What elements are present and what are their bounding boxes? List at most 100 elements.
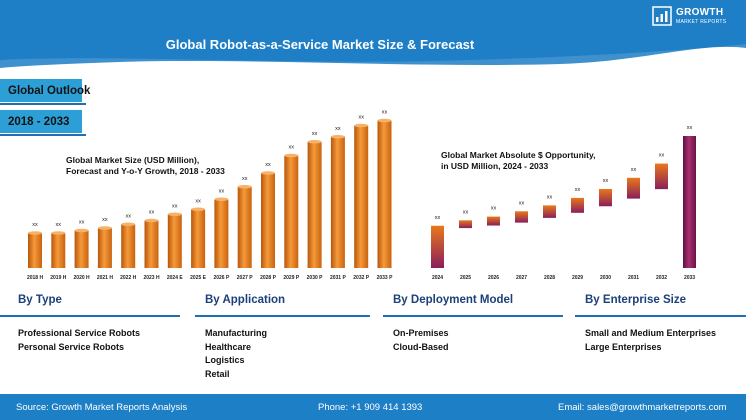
chart-1-title-line: Forecast and Y-o-Y Growth, 2018 - 2033 — [66, 166, 225, 176]
chart-2-bar — [655, 163, 668, 190]
chart-2-tick-label: 2031 — [628, 275, 639, 281]
logo-subtitle: MARKET REPORTS — [676, 19, 727, 25]
segment-by-enterprise-size: By Enterprise Size Small and Medium Ente… — [575, 294, 746, 352]
segment-underline — [0, 315, 180, 317]
chart-2-tick-label: 2025 — [460, 275, 471, 281]
segment-title: By Type — [18, 294, 62, 306]
chart-2-tick-label: 2024 — [432, 275, 443, 281]
chart-2-data-label: xx — [631, 167, 637, 173]
chart-1-data-label: xx — [219, 188, 225, 194]
chart-1-bar — [28, 233, 42, 268]
chart-1-bar-cap — [167, 212, 182, 217]
chart-2-bar — [599, 188, 612, 207]
segment-underline — [383, 315, 563, 317]
segment-title: By Application — [205, 294, 286, 306]
chart-1-bar — [354, 125, 369, 268]
chart-2-title-line: in USD Million, 2024 - 2033 — [441, 161, 549, 171]
chart-2-bar — [431, 225, 444, 268]
segment-item: Retail — [205, 368, 230, 379]
chart-1-bar — [121, 224, 136, 268]
chart-1-bar — [191, 209, 206, 268]
chart-2-bar — [459, 220, 472, 229]
chart-1-tick-label: 2026 P — [213, 275, 230, 281]
chart-1-tick-label: 2019 H — [50, 275, 67, 281]
chart-1-bar-cap — [307, 139, 322, 144]
segment-underline — [195, 315, 370, 317]
chart-1-data-label: xx — [149, 210, 155, 216]
chart-2-tick-label: 2032 — [656, 275, 667, 281]
chart-1-bar — [261, 173, 275, 268]
chart-1-tick-label: 2023 H — [143, 275, 160, 281]
segment-by-deployment-model: By Deployment Model On-Premises Cloud-Ba… — [383, 294, 563, 352]
chart-1-data-label: xx — [312, 131, 318, 137]
chart-1-data-label: xx — [358, 115, 364, 121]
chart-1-tick-label: 2018 H — [27, 275, 44, 281]
chart-1-data-label: xx — [56, 222, 62, 228]
chart-1-bar — [51, 233, 66, 268]
chart-1-bar — [97, 228, 112, 268]
chart-1-bar — [167, 214, 182, 268]
chart-1-data-label: xx — [242, 176, 248, 182]
chart-1-title-line: Global Market Size (USD Million), — [66, 155, 199, 165]
chart-1-bar — [214, 199, 229, 268]
chart-1-tick-label: 2025 E — [190, 275, 207, 281]
chart-2-bar — [627, 177, 640, 199]
chart-1-tick-label: 2033 P — [377, 275, 394, 281]
chart-2-tick-label: 2030 — [600, 275, 611, 281]
chart-1-bar-cap — [28, 231, 42, 235]
chart-2-tick-label: 2033 — [684, 275, 695, 281]
chart-2-data-label: xx — [603, 178, 609, 184]
chart-1-bar-cap — [121, 222, 136, 227]
chart-2-data-label: xx — [463, 209, 469, 215]
chart-1-tick-label: 2024 E — [167, 275, 184, 281]
chart-1-bar — [330, 136, 345, 268]
header-background — [0, 0, 746, 68]
chart-1-bar — [74, 230, 89, 268]
chart-1-tick-label: 2027 P — [237, 275, 254, 281]
chart-2-bar — [515, 211, 528, 223]
period-label: 2018 - 2033 — [8, 116, 70, 128]
chart-2-data-label: xx — [687, 125, 693, 131]
global-outlook-label: Global Outlook — [8, 85, 91, 97]
chart-1-tick-label: 2028 P — [260, 275, 277, 281]
segment-by-type: By Type Professional Service Robots Pers… — [0, 294, 180, 352]
footer: Source: Growth Market Reports Analysis P… — [0, 394, 746, 420]
chart-2-data-label: xx — [435, 215, 441, 221]
logo: GROWTH MARKET REPORTS — [652, 6, 742, 30]
chart-1-data-label: xx — [79, 220, 85, 226]
period-divider — [0, 134, 86, 136]
footer-source: Source: Growth Market Reports Analysis — [16, 402, 188, 413]
segment-by-application: By Application Manufacturing Healthcare … — [195, 294, 370, 379]
chart-1-bar-cap — [214, 197, 229, 202]
chart-1-bar-cap — [377, 118, 392, 123]
segment-item: Manufacturing — [205, 328, 267, 338]
chart-2-data-label: xx — [575, 187, 581, 193]
chart-1-bar-cap — [51, 231, 66, 235]
chart-1-tick-label: 2032 P — [353, 275, 370, 281]
chart-1-data-label: xx — [382, 110, 388, 116]
segment-item: Cloud-Based — [393, 341, 449, 352]
chart-1-tick-label: 2030 P — [307, 275, 324, 281]
chart-2-bar — [543, 205, 556, 218]
segment-item: On-Premises — [393, 328, 449, 338]
chart-1-data-label: xx — [32, 222, 38, 228]
chart-1-data-label: xx — [335, 126, 341, 132]
segment-item: Personal Service Robots — [18, 341, 125, 352]
chart-2-tick-label: 2026 — [488, 275, 499, 281]
segment-item: Professional Service Robots — [18, 328, 141, 338]
outlook-divider — [0, 103, 86, 105]
chart-2-bar — [571, 197, 584, 213]
chart-2-bar — [487, 216, 500, 226]
period-band — [0, 110, 82, 133]
chart-1-bar — [307, 141, 322, 268]
chart-1-tick-label: 2020 H — [74, 275, 91, 281]
chart-1-bar-cap — [330, 134, 345, 139]
chart-1-bar — [144, 220, 159, 268]
footer-phone: Phone: +1 909 414 1393 — [318, 402, 423, 413]
chart-1-data-label: xx — [102, 217, 108, 223]
chart-2-tick-label: 2028 — [544, 275, 555, 281]
chart-1-bar-cap — [237, 184, 252, 189]
charts-area: Global Market Size (USD Million),Forecas… — [27, 110, 696, 281]
chart-1-bar-cap — [354, 123, 369, 128]
segment-title: By Enterprise Size — [585, 294, 686, 306]
